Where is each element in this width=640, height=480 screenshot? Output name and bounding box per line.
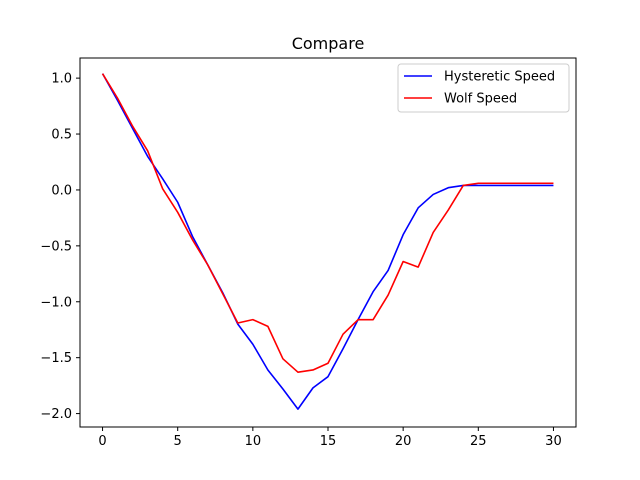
x-tick-label: 0 (98, 434, 106, 449)
x-tick-label: 30 (545, 434, 562, 449)
x-tick-label: 20 (395, 434, 412, 449)
legend: Hysteretic Speed Wolf Speed (397, 63, 570, 113)
legend-box (397, 63, 570, 113)
series-line-1 (101, 73, 554, 410)
x-tick-label: 10 (245, 434, 262, 449)
y-tick-label: −1.5 (40, 351, 72, 366)
y-tick-label: 0.5 (51, 128, 72, 143)
x-tick-label: 5 (174, 434, 182, 449)
legend-label-1: Hysteretic Speed (444, 70, 555, 85)
y-tick-label: 1.0 (51, 72, 72, 87)
plot-area (101, 73, 554, 410)
legend-label-2: Wolf Speed (444, 92, 517, 107)
y-tick-label: −2.0 (40, 407, 72, 422)
axes: 0 5 10 15 20 25 30 1.0 0.5 0.0 −0.5 −1.0 −1.5 −2.0 (40, 57, 577, 449)
plot-frame (79, 57, 577, 428)
y-tick-label: 0.0 (51, 183, 72, 198)
series-line-2 (101, 73, 554, 374)
y-tick-label: −1.0 (40, 295, 72, 310)
y-tick-label: −0.5 (40, 239, 72, 254)
x-tick-label: 25 (470, 434, 487, 449)
chart-title: Compare (292, 34, 365, 53)
x-tick-label: 15 (320, 434, 337, 449)
